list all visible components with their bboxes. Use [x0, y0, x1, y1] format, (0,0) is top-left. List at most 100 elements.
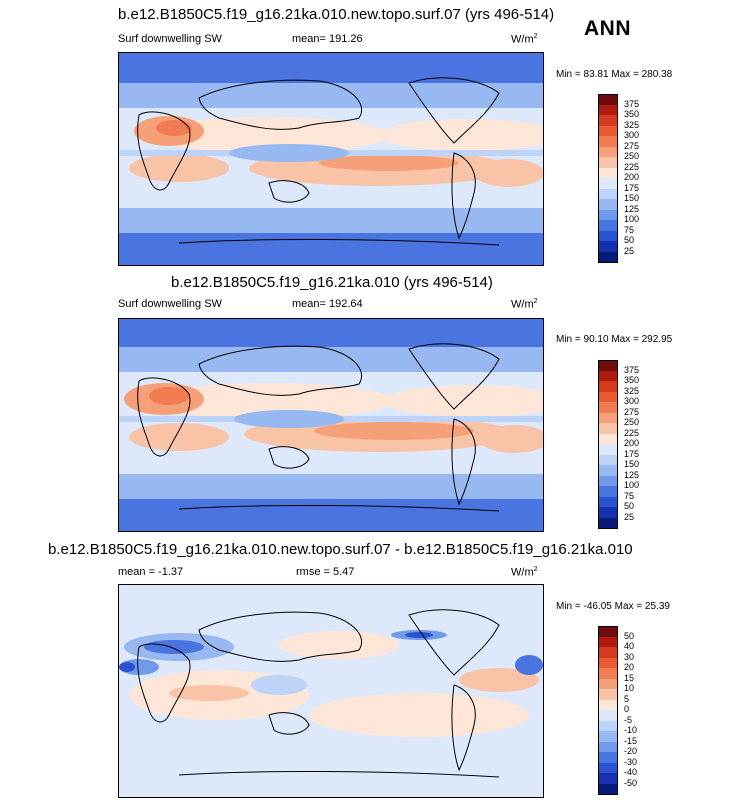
panel-3-minmax: Min = -46.05 Max = 25.39	[556, 601, 670, 612]
panel-3-mean: mean = -1.37	[118, 566, 184, 578]
colorbar-swatch	[598, 104, 618, 116]
panel-1-units: W/m2	[511, 33, 538, 46]
colorbar-label: -20	[624, 746, 638, 756]
colorbar-label: 25	[624, 511, 635, 522]
colorbar-swatch	[598, 752, 618, 763]
colorbar-swatch	[598, 626, 618, 637]
colorbar-label: 50	[624, 501, 635, 511]
colorbar-label: -5	[624, 714, 633, 725]
colorbar-swatch	[598, 115, 618, 126]
colorbar-label: 125	[624, 203, 640, 214]
colorbar-swatch	[598, 146, 618, 158]
colorbar-swatch	[598, 657, 618, 669]
colorbar-swatch	[598, 647, 618, 658]
colorbar-label: 5	[624, 693, 630, 704]
colorbar-swatch	[598, 125, 618, 137]
colorbar-swatch	[598, 199, 618, 210]
colorbar-swatch	[598, 689, 618, 700]
colorbar-swatch	[598, 188, 618, 200]
colorbar-label: 40	[624, 641, 635, 651]
colorbar-label: -50	[624, 777, 638, 788]
panel-2-colorbar: 375 350 325 300 275 250 225 200 175 150 125 100 75 50…	[598, 360, 658, 529]
colorbar-label: 200	[624, 438, 640, 448]
colorbar-swatch	[598, 381, 618, 392]
panel-3-title: b.e12.B1850C5.f19_g16.21ka.010.new.topo.…	[48, 541, 633, 558]
colorbar-label: -10	[624, 725, 638, 735]
colorbar-swatch	[598, 731, 618, 742]
panel-2-map	[118, 318, 544, 532]
panel-1-colorbar: 375 350 325 300 275 250 225 200 175 150 125 100 75 50…	[598, 94, 658, 263]
colorbar-swatch	[598, 517, 618, 529]
colorbar-swatch	[598, 230, 618, 242]
colorbar-swatch	[598, 496, 618, 508]
panel-2-mean: mean= 192.64	[292, 298, 363, 310]
colorbar-label: 100	[624, 480, 640, 490]
panel-1-minmax: Min = 83.81 Max = 280.38	[556, 69, 673, 80]
colorbar-label: 175	[624, 448, 640, 459]
panel-1-title: b.e12.B1850C5.f19_g16.21ka.010.new.topo.…	[118, 6, 555, 23]
colorbar-swatch	[598, 94, 618, 105]
colorbar-label: -15	[624, 735, 638, 746]
panel-1-map	[118, 52, 544, 266]
panel-2-minmax: Min = 90.10 Max = 292.95	[556, 334, 673, 345]
colorbar-label: 325	[624, 385, 640, 396]
colorbar-swatch	[598, 773, 618, 784]
colorbar-label: 175	[624, 182, 640, 193]
colorbar-swatch	[598, 251, 618, 263]
colorbar-label: 350	[624, 375, 640, 385]
panel-2-title: b.e12.B1850C5.f19_g16.21ka.010 (yrs 496-…	[171, 274, 493, 291]
colorbar-swatch	[598, 741, 618, 753]
colorbar-label: 75	[624, 224, 635, 235]
colorbar-swatch	[598, 391, 618, 403]
colorbar-label: 225	[624, 427, 640, 438]
colorbar-swatch	[598, 678, 618, 690]
colorbar-swatch	[598, 209, 618, 221]
colorbar-swatch	[598, 710, 618, 721]
colorbar-label: 0	[624, 704, 630, 714]
colorbar-swatch	[598, 412, 618, 424]
colorbar-swatch	[598, 423, 618, 434]
colorbar-swatch	[598, 507, 618, 518]
colorbar-label: 375	[624, 364, 640, 375]
colorbar-swatch	[598, 486, 618, 497]
colorbar-swatch	[598, 762, 618, 774]
panel-3-rmse: rmse = 5.47	[296, 566, 355, 578]
colorbar-swatch	[598, 720, 618, 732]
panel-1-variable: Surf downwelling SW	[118, 33, 222, 45]
panel-2-variable: Surf downwelling SW	[118, 298, 222, 310]
colorbar-label: -40	[624, 767, 638, 777]
colorbar-label: 300	[624, 130, 640, 140]
colorbar-label: 100	[624, 214, 640, 224]
colorbar-label: 325	[624, 119, 640, 130]
colorbar-label: 200	[624, 172, 640, 182]
colorbar-swatch	[598, 444, 618, 455]
panel-3-units: W/m2	[511, 566, 538, 579]
colorbar-swatch	[598, 433, 618, 445]
colorbar-label: 275	[624, 406, 640, 417]
colorbar-label: 25	[624, 245, 635, 256]
panel-3-colorbar: 50 40 30 20 15 10 5 0 -5 -10 -15 -20 -30 -40 -50	[598, 626, 658, 795]
colorbar-label: 10	[624, 683, 635, 693]
colorbar-label: 250	[624, 151, 640, 161]
colorbar-label: 30	[624, 651, 635, 662]
colorbar-swatch	[598, 220, 618, 231]
colorbar-swatch	[598, 699, 618, 711]
colorbar-label: 50	[624, 235, 635, 245]
colorbar-swatch	[598, 370, 618, 382]
colorbar-swatch	[598, 136, 618, 147]
colorbar-label: 15	[624, 672, 635, 683]
colorbar-label: 375	[624, 98, 640, 109]
colorbar-label: 275	[624, 140, 640, 151]
colorbar-swatch	[598, 465, 618, 476]
colorbar-swatch	[598, 178, 618, 189]
colorbar-label: 150	[624, 459, 640, 469]
panel-1-mean: mean= 191.26	[292, 33, 363, 45]
colorbar-swatch	[598, 360, 618, 371]
colorbar-swatch	[598, 475, 618, 487]
season-label: ANN	[584, 17, 631, 40]
colorbar-label: 350	[624, 109, 640, 119]
colorbar-label: -30	[624, 756, 638, 767]
colorbar-label: 300	[624, 396, 640, 406]
colorbar-swatch	[598, 668, 618, 679]
colorbar-swatch	[598, 454, 618, 466]
